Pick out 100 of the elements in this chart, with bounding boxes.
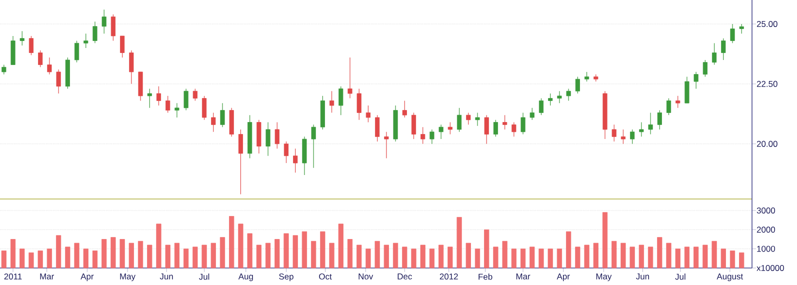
bar xyxy=(384,244,389,268)
x-tick-label: Jun xyxy=(160,274,173,280)
y-tick-label: 1000 xyxy=(757,246,776,252)
candlestick xyxy=(702,60,708,78)
bar xyxy=(92,250,98,268)
candlestick xyxy=(220,102,225,128)
candlestick xyxy=(566,88,571,101)
bar xyxy=(38,250,43,268)
candlestick xyxy=(739,24,744,34)
candlestick xyxy=(730,24,735,44)
bar xyxy=(530,246,535,268)
bar xyxy=(739,252,744,268)
bar xyxy=(638,244,644,268)
bar xyxy=(648,246,654,268)
bar xyxy=(666,242,672,268)
bar xyxy=(184,248,189,268)
candlestick xyxy=(266,122,270,156)
candlestick xyxy=(648,112,653,135)
candlestick xyxy=(74,40,80,63)
bar xyxy=(411,248,416,268)
candlestick xyxy=(110,14,116,42)
x-tick-label: Dec xyxy=(398,274,412,280)
bar xyxy=(474,248,480,268)
bar xyxy=(247,233,252,268)
bar xyxy=(584,244,590,268)
candlestick xyxy=(229,108,234,137)
bar xyxy=(229,216,234,268)
candlestick xyxy=(129,50,134,84)
candlestick xyxy=(92,21,98,44)
candlestick xyxy=(56,69,61,94)
bar xyxy=(174,242,180,268)
candlestick xyxy=(293,148,298,173)
bar xyxy=(256,244,262,268)
bar xyxy=(192,246,198,268)
bar xyxy=(329,242,334,268)
candlestick xyxy=(484,114,489,144)
candlestick xyxy=(274,122,280,149)
bar xyxy=(702,244,708,268)
x-tick-label: Nov xyxy=(358,274,374,280)
candlestick xyxy=(721,38,726,60)
bar xyxy=(657,237,662,268)
candlestick xyxy=(612,124,616,142)
bar xyxy=(620,242,626,268)
bar xyxy=(311,240,316,268)
candlestick xyxy=(456,108,462,132)
x-tick-label: Sep xyxy=(279,274,294,282)
bar xyxy=(520,248,526,268)
candlestick xyxy=(448,122,452,135)
x-tick-label: Aug xyxy=(238,274,253,282)
bar xyxy=(556,248,562,268)
candlestick xyxy=(620,129,626,144)
x-tick-label: May xyxy=(596,274,612,282)
bar xyxy=(720,248,726,268)
bar xyxy=(147,244,152,268)
x-tick-label: Mar xyxy=(40,274,54,280)
candlestick xyxy=(630,129,635,144)
bar xyxy=(684,246,690,268)
candlestick xyxy=(375,114,380,142)
bar xyxy=(302,231,307,268)
candlestick xyxy=(657,110,662,130)
bar xyxy=(392,242,398,268)
candlestick xyxy=(38,50,43,68)
candlestick xyxy=(575,76,580,94)
bar xyxy=(602,212,608,268)
x-tick-label: Jun xyxy=(636,274,649,280)
candlestick xyxy=(466,112,471,125)
y-tick-label: 25.00 xyxy=(756,20,778,27)
x-tick-label: Mar xyxy=(516,274,530,280)
candlestick xyxy=(174,102,180,118)
bar xyxy=(10,239,16,268)
bar xyxy=(28,252,34,268)
candlestick xyxy=(47,57,52,75)
bar xyxy=(220,237,226,268)
candlestick xyxy=(512,122,516,137)
candlestick xyxy=(530,108,534,120)
candlestick xyxy=(202,96,207,120)
bar xyxy=(320,231,326,268)
candlestick xyxy=(438,124,444,140)
candlestick xyxy=(184,88,188,111)
bar xyxy=(1,250,6,268)
candlestick xyxy=(348,57,352,99)
candlestick xyxy=(712,42,717,66)
x-tick-label: Jul xyxy=(198,274,210,280)
candlestick xyxy=(147,88,152,108)
bar xyxy=(56,235,62,268)
candlestick xyxy=(84,33,88,48)
candlestick xyxy=(28,36,34,56)
candlestick xyxy=(411,112,416,140)
bar xyxy=(374,240,380,268)
y-tick-label: 22.50 xyxy=(756,80,778,87)
bar xyxy=(165,244,170,268)
bar xyxy=(538,248,544,268)
candlestick xyxy=(548,93,553,106)
bar xyxy=(156,224,162,268)
bar xyxy=(438,244,444,268)
bar xyxy=(712,240,717,268)
bar xyxy=(730,250,736,268)
bar xyxy=(46,248,52,268)
candlestick xyxy=(666,98,672,116)
bar xyxy=(292,235,298,268)
